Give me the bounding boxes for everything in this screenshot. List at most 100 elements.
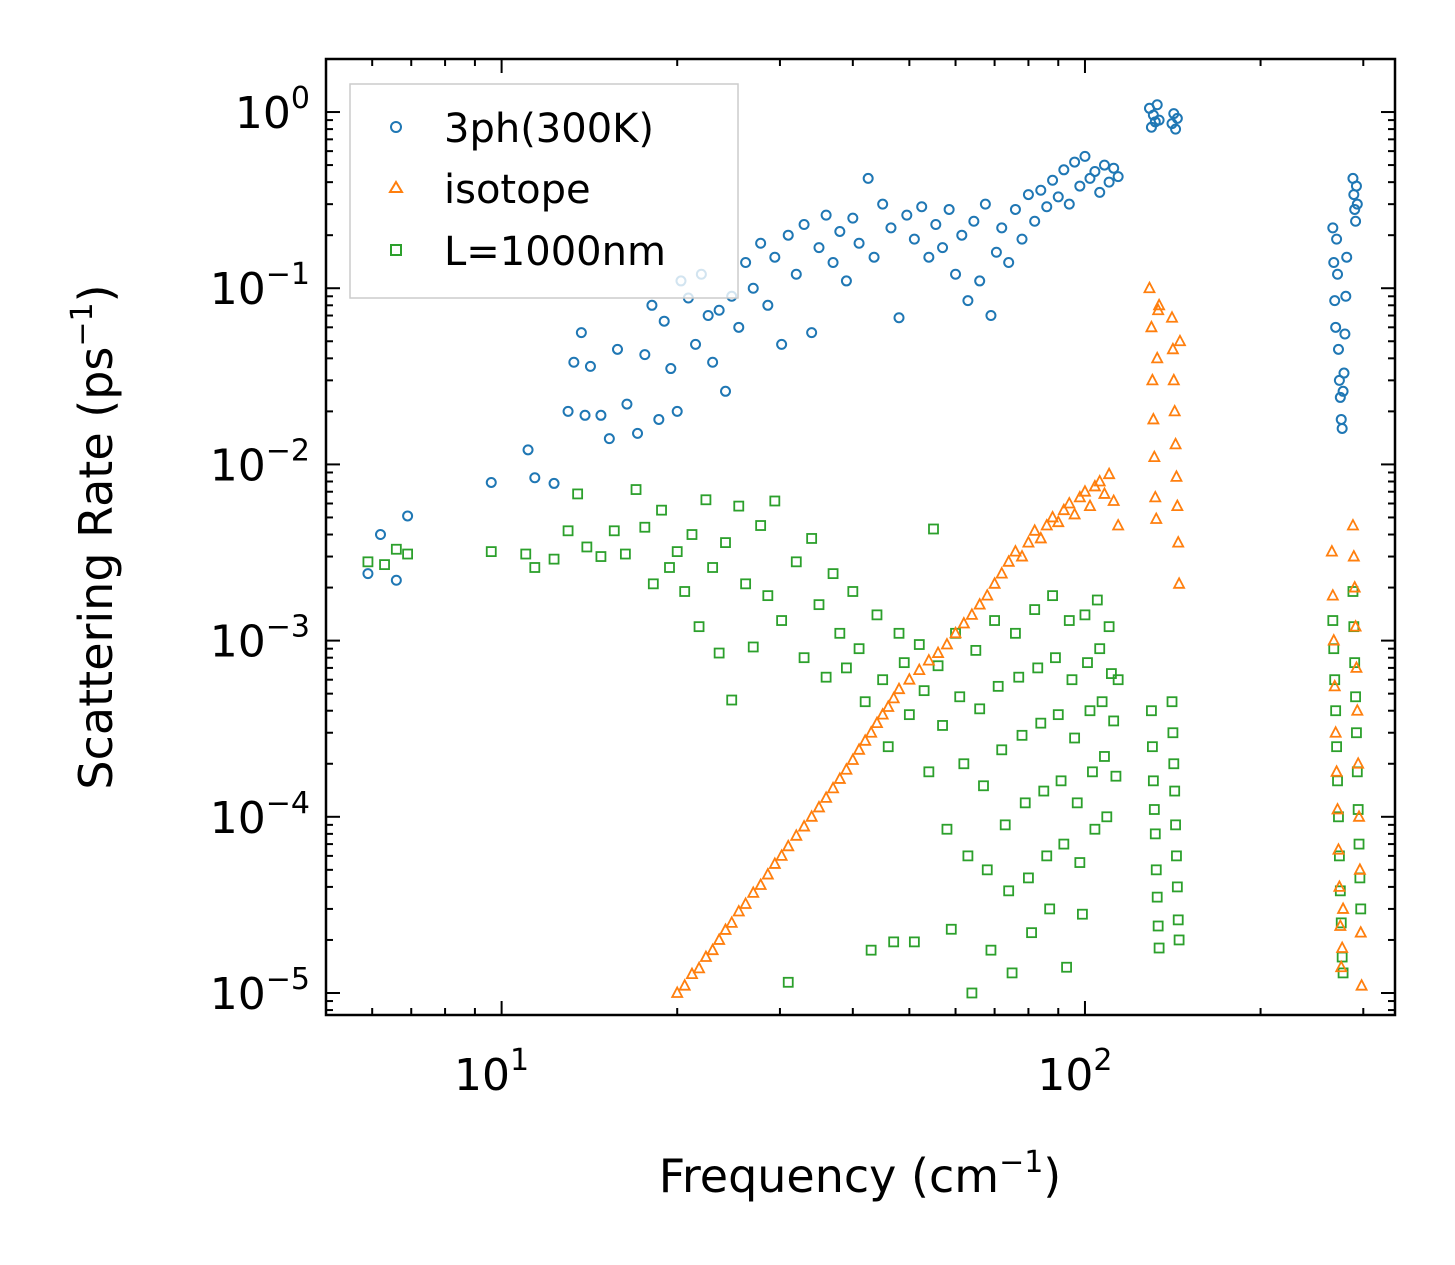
data-point-circle	[1329, 295, 1341, 307]
data-point-square	[520, 548, 532, 560]
data-point-square	[928, 523, 939, 535]
data-point-square	[820, 671, 832, 683]
data-point-square	[806, 533, 818, 544]
data-point-square	[1084, 705, 1096, 717]
data-point-triangle	[1165, 310, 1179, 323]
data-point-triangle	[1334, 959, 1348, 973]
data-point-square	[999, 819, 1011, 831]
data-point-circle	[702, 310, 714, 322]
data-point-triangle	[781, 838, 795, 852]
data-point-square	[1061, 961, 1072, 973]
data-point-triangle	[805, 809, 819, 822]
data-point-triangle	[1147, 449, 1161, 463]
data-point-circle	[575, 327, 587, 339]
data-point-triangle	[833, 771, 847, 784]
data-point-circle	[485, 476, 497, 488]
data-point-square	[1327, 615, 1339, 626]
series-circle-group	[362, 99, 1363, 586]
data-point-square	[1147, 741, 1158, 753]
data-point-square	[1077, 908, 1088, 920]
data-point-circle	[1327, 222, 1339, 234]
data-point-triangle	[1028, 523, 1042, 536]
data-point-square	[1069, 732, 1081, 744]
data-point-circle	[827, 256, 839, 268]
data-point-triangle	[912, 662, 926, 676]
data-point-circle	[1171, 112, 1183, 124]
data-point-circle	[390, 574, 402, 586]
data-point-square	[1087, 766, 1098, 778]
data-point-square	[834, 627, 846, 639]
data-point-circle	[990, 246, 1002, 258]
data-point-circle	[901, 209, 913, 221]
data-point-square	[893, 627, 905, 639]
data-point-square	[720, 537, 731, 548]
data-point-triangle	[1068, 507, 1082, 520]
data-point-circle	[1151, 99, 1163, 111]
data-point-square	[1094, 643, 1106, 655]
data-point-square	[671, 546, 683, 558]
tick-labels: 101 102 100 10−1 10−2 10−3 10−4 10−5	[210, 81, 1113, 1101]
data-point-triangle	[739, 896, 753, 909]
data-point-square	[958, 758, 970, 770]
data-point-triangle	[1148, 489, 1162, 503]
data-point-triangle	[732, 904, 746, 917]
data-point-circle	[1332, 343, 1344, 355]
data-point-triangle	[761, 867, 775, 880]
data-point-circle	[1063, 198, 1075, 210]
data-point-circle	[996, 222, 1008, 234]
data-point-triangle	[1040, 518, 1054, 531]
data-point-circle	[769, 251, 781, 263]
data-point-square	[1089, 823, 1101, 835]
data-point-triangle	[1046, 510, 1060, 523]
data-point-triangle	[1325, 544, 1339, 557]
data-point-square	[619, 548, 631, 560]
data-point-square	[941, 823, 953, 835]
data-point-square	[937, 720, 948, 731]
data-point-square	[888, 936, 900, 948]
data-point-circle	[930, 218, 942, 230]
data-point-square	[782, 976, 794, 988]
data-point-square	[813, 599, 825, 611]
data-point-triangle	[1142, 280, 1156, 294]
data-point-circle	[1349, 203, 1361, 215]
data-point-square	[1091, 594, 1103, 606]
data-point-triangle	[1111, 518, 1125, 531]
data-point-triangle	[949, 625, 963, 639]
data-point-square	[923, 766, 935, 778]
data-point-triangle	[1167, 372, 1181, 386]
data-point-triangle	[858, 733, 872, 746]
data-point-square	[1151, 891, 1163, 903]
data-point-circle	[776, 338, 788, 350]
data-point-triangle	[922, 653, 936, 666]
data-point-triangle	[1051, 514, 1065, 528]
data-point-square	[877, 674, 889, 686]
legend-label-l1000nm: L=1000nm	[444, 229, 666, 275]
data-point-square	[918, 685, 930, 697]
data-point-triangle	[846, 752, 860, 765]
data-point-circle	[806, 327, 818, 339]
data-point-square	[726, 694, 738, 706]
data-point-circle	[1084, 172, 1096, 184]
data-point-circle	[1047, 174, 1059, 186]
data-point-triangle	[1144, 319, 1158, 333]
data-point-circle	[1336, 422, 1348, 434]
data-point-circle	[568, 356, 580, 368]
data-point-circle	[847, 212, 859, 224]
data-point-square	[740, 578, 752, 590]
data-point-triangle	[1034, 531, 1048, 544]
data-point-square	[853, 643, 865, 655]
data-point-triangle	[797, 819, 811, 832]
data-point-triangle	[1352, 809, 1366, 822]
data-point-triangle	[1335, 940, 1349, 953]
y-tick-label: 100	[235, 81, 310, 139]
data-point-square	[859, 696, 871, 708]
data-point-circle	[1350, 215, 1362, 227]
data-point-circle	[956, 229, 968, 241]
data-point-square	[962, 850, 974, 862]
data-point-square	[1032, 662, 1044, 674]
data-point-square	[1079, 609, 1091, 621]
data-point-square	[908, 936, 920, 948]
data-point-triangle	[1083, 498, 1097, 511]
data-point-circle	[584, 360, 596, 372]
data-point-triangle	[768, 856, 782, 869]
